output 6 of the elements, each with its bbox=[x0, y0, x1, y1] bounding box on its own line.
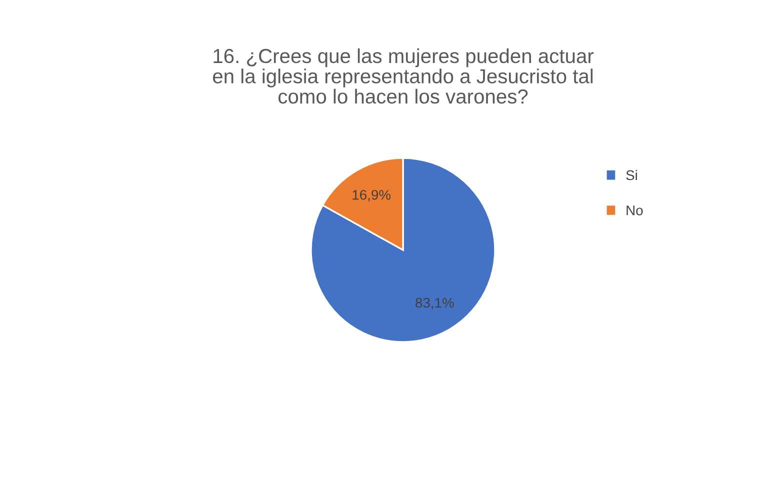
chart-title: 16. ¿Crees que las mujeres pueden actuar en la iglesia representando a Jesucristo tal como lo hacen los varones? bbox=[212, 48, 594, 104]
legend-label: Si bbox=[626, 170, 637, 180]
pie-slice bbox=[310, 157, 496, 343]
data-label: 83,1% bbox=[416, 298, 454, 310]
legend-label: No bbox=[626, 206, 643, 216]
data-label: 16,9% bbox=[352, 190, 391, 202]
